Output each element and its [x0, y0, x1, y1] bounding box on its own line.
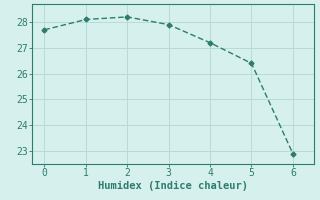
X-axis label: Humidex (Indice chaleur): Humidex (Indice chaleur)	[98, 181, 248, 191]
